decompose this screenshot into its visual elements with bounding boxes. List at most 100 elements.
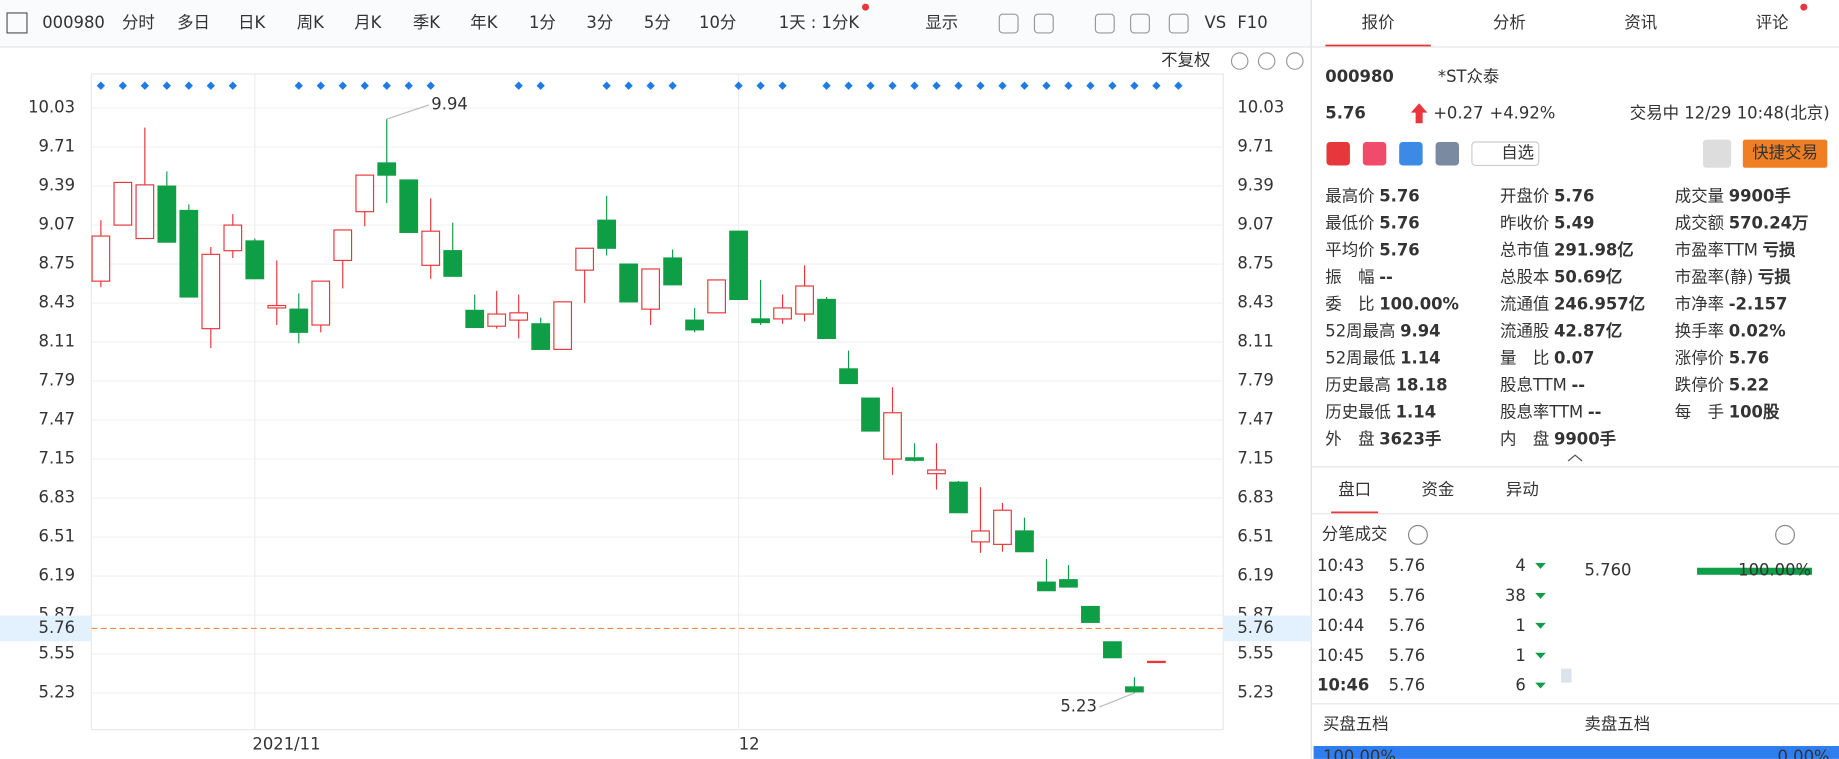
last-price-badge <box>0 615 92 642</box>
tool-text[interactable]: F10 <box>1237 13 1267 32</box>
adjust-mode[interactable]: 不复权 <box>1161 51 1210 70</box>
sub-tab[interactable]: 资金 <box>1421 480 1454 499</box>
event-marker[interactable] <box>624 81 633 90</box>
event-marker[interactable] <box>756 81 765 90</box>
more-icon[interactable] <box>1775 524 1796 545</box>
event-marker[interactable] <box>514 81 523 90</box>
badge-icon[interactable] <box>1326 142 1350 166</box>
candle-body <box>575 247 595 271</box>
panel-tab[interactable]: 报价 <box>1362 13 1395 32</box>
event-marker[interactable] <box>976 81 985 90</box>
notice-dot <box>1800 3 1808 11</box>
tool-icon[interactable] <box>1168 13 1189 34</box>
candle-body <box>509 312 529 321</box>
badge-icon[interactable] <box>1435 142 1460 166</box>
event-marker[interactable] <box>96 81 106 90</box>
sell-triangle <box>1535 682 1546 689</box>
event-marker[interactable] <box>734 81 743 90</box>
period-tab[interactable]: 分时 <box>122 13 155 32</box>
event-marker[interactable] <box>888 81 897 90</box>
event-marker[interactable] <box>1020 81 1029 90</box>
tool-icon[interactable] <box>1033 13 1054 34</box>
y-tick-label: 9.07 <box>39 215 76 234</box>
badge-icon[interactable] <box>1399 142 1423 166</box>
event-marker[interactable] <box>536 81 545 90</box>
event-marker[interactable] <box>140 81 149 90</box>
chart-tool[interactable] <box>1286 52 1304 70</box>
event-marker[interactable] <box>932 81 941 90</box>
period-tab[interactable]: 5分 <box>644 13 671 32</box>
tool-text[interactable]: VS <box>1204 13 1226 32</box>
stat-label: 跌停价 <box>1675 375 1724 394</box>
period-tab[interactable]: 季K <box>413 13 441 32</box>
event-marker[interactable] <box>778 81 787 90</box>
event-marker[interactable] <box>1130 81 1139 90</box>
period-tab[interactable]: 日K <box>238 13 266 32</box>
event-marker[interactable] <box>1152 81 1161 90</box>
period-tab[interactable]: 3分 <box>586 13 613 32</box>
badge-icon[interactable] <box>1362 142 1387 166</box>
chart-tool[interactable] <box>1230 52 1249 70</box>
stock-code[interactable]: 000980 <box>42 13 105 32</box>
y-tick-label-right: 8.11 <box>1237 332 1274 351</box>
stat-value: 1.14 <box>1396 402 1436 421</box>
dist-bar <box>1697 567 1813 575</box>
quote-change: +0.27 <box>1433 103 1483 122</box>
event-marker[interactable] <box>294 81 303 90</box>
event-marker[interactable] <box>822 81 831 90</box>
event-marker[interactable] <box>316 81 325 90</box>
candle-body <box>751 318 770 324</box>
stat-label: 内 盘 <box>1500 429 1549 448</box>
candle-body <box>1147 660 1166 664</box>
stat-label: 振 幅 <box>1325 268 1374 287</box>
sub-tab[interactable]: 异动 <box>1506 480 1539 499</box>
tool-icon[interactable] <box>998 13 1019 34</box>
collapse-chevron[interactable] <box>1567 454 1583 462</box>
candle-body <box>443 250 463 277</box>
period-tab[interactable]: 周K <box>297 13 325 32</box>
event-marker[interactable] <box>1174 81 1183 90</box>
panel-tab[interactable]: 资讯 <box>1624 13 1657 32</box>
y-tick-label-right: 9.07 <box>1237 215 1274 234</box>
menu-icon[interactable] <box>6 12 28 34</box>
period-tab[interactable]: 10分 <box>699 13 736 32</box>
event-marker[interactable] <box>954 81 963 90</box>
panel-tab[interactable]: 评论 <box>1756 13 1789 32</box>
tool-icon[interactable] <box>1130 13 1150 34</box>
event-marker[interactable] <box>646 81 655 90</box>
info-icon[interactable] <box>1407 524 1428 545</box>
event-marker[interactable] <box>844 81 853 90</box>
event-marker[interactable] <box>118 81 128 90</box>
event-marker[interactable] <box>668 81 677 90</box>
chart-tool[interactable] <box>1257 52 1276 70</box>
trade-button[interactable] <box>1742 139 1828 168</box>
event-marker[interactable] <box>404 81 413 90</box>
stat-label: 市盈率TTM <box>1675 241 1758 260</box>
sub-tab[interactable]: 盘口 <box>1338 480 1371 499</box>
event-marker[interactable] <box>910 81 919 90</box>
bell-button[interactable] <box>1702 139 1732 168</box>
watch-button[interactable] <box>1471 141 1540 167</box>
period-tab[interactable]: 1分 <box>529 13 556 32</box>
interval-select[interactable]: 1天 : 1分K <box>779 13 861 32</box>
stat-value: 9900手 <box>1729 187 1791 206</box>
y-tick-label: 10.03 <box>28 98 75 117</box>
event-marker[interactable] <box>866 81 875 90</box>
candle-body <box>1059 579 1078 588</box>
tool-icon[interactable] <box>1094 13 1115 34</box>
period-tab[interactable]: 多日 <box>177 13 210 32</box>
period-tab[interactable]: 月K <box>354 13 382 32</box>
event-marker[interactable] <box>998 81 1007 90</box>
bid-title: 买盘五档 <box>1323 714 1389 733</box>
candle-body <box>531 323 551 350</box>
stat-label: 昨收价 <box>1500 214 1549 233</box>
candle-body <box>553 301 573 350</box>
panel-tab[interactable]: 分析 <box>1493 13 1526 32</box>
event-marker[interactable] <box>382 81 391 90</box>
display-select[interactable]: 显示 <box>925 13 958 32</box>
period-tab[interactable]: 年K <box>470 13 498 32</box>
event-marker[interactable] <box>602 81 611 90</box>
trade-label: 快捷交易 <box>1752 143 1818 162</box>
stat-value: 100股 <box>1729 402 1780 421</box>
